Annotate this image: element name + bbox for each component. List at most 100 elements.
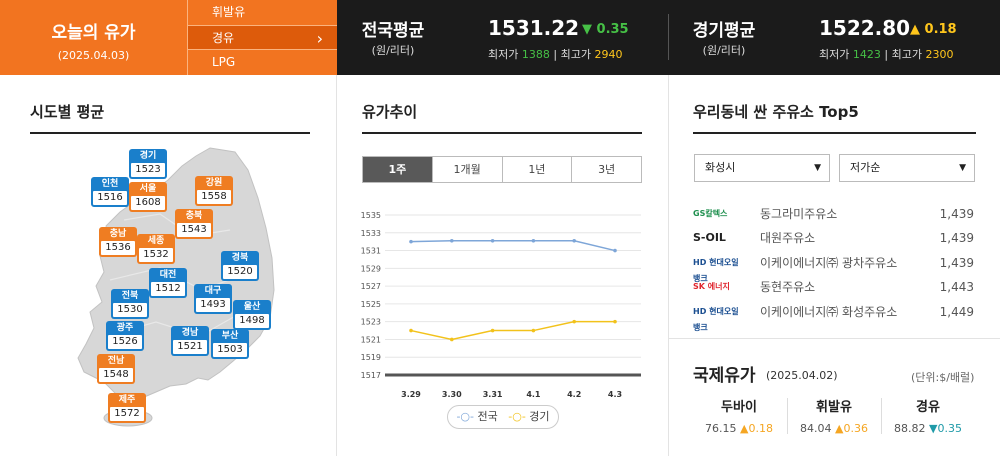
change-value: 0.35	[596, 22, 629, 37]
data-point	[450, 238, 454, 243]
fuel-tab-label: 경유	[212, 31, 235, 45]
tab-3-year[interactable]: 3년	[598, 163, 616, 176]
region-price: 1521	[173, 340, 207, 354]
region-jeju[interactable]: 제주 1572	[108, 393, 146, 423]
region-name: 경북	[231, 253, 249, 263]
down-arrow-icon: ▼	[929, 422, 938, 435]
region-jeonbuk[interactable]: 전북 1530	[111, 289, 149, 319]
region-daejeon[interactable]: 대전 1512	[149, 268, 187, 298]
region-jeonnam[interactable]: 전남 1548	[97, 354, 135, 384]
intl-change: 0.36	[843, 422, 868, 435]
divider	[787, 398, 788, 434]
region-price: 1543	[177, 223, 211, 237]
station-row[interactable]: HD 현대오일뱅크 이케이에너지㈜ 광차주유소 1,439	[693, 251, 976, 283]
station-row[interactable]: SK 에너지 동현주유소 1,443	[693, 275, 976, 299]
tab-1-week[interactable]: 1주	[363, 157, 433, 182]
intl-diesel: 경유 88.82 ▼0.35	[881, 396, 975, 435]
data-point	[409, 328, 413, 333]
y-tick-label: 1519	[361, 353, 381, 362]
intl-value-line: 88.82 ▼0.35	[881, 422, 975, 435]
region-ulsan[interactable]: 울산 1498	[233, 300, 271, 330]
sort-select[interactable]: 저가순 ▼	[839, 154, 975, 182]
hd-oilbank-logo-icon: HD 현대오일뱅크	[693, 307, 739, 332]
fuel-type-menu: 휘발유 경유 › LPG	[187, 0, 337, 75]
region-busan[interactable]: 부산 1503	[211, 329, 249, 359]
region-name: 대전	[159, 270, 177, 280]
region-name: 경기	[139, 151, 157, 161]
today-title: 오늘의 유가	[51, 23, 136, 43]
region-name: 광주	[116, 323, 134, 333]
region-price: 1608	[131, 196, 165, 210]
region-gyeonggi[interactable]: 경기 1523	[129, 149, 167, 179]
international-title: 국제유가	[693, 366, 756, 386]
min-label: 최저가	[488, 48, 519, 61]
gyeonggi-average-price: 1522.80	[819, 16, 911, 40]
period-tabs: 1주 1개월 1년 3년	[362, 156, 642, 183]
data-point	[450, 337, 454, 342]
region-name: 전북	[121, 291, 139, 301]
region-daegu[interactable]: 대구 1493	[194, 284, 232, 314]
intl-value-line: 76.15 ▲0.18	[692, 422, 786, 435]
section-underline	[30, 132, 310, 134]
region-price: 1572	[110, 407, 144, 421]
fuel-tab-diesel[interactable]: 경유 ›	[187, 25, 337, 50]
series-line-0	[410, 240, 616, 252]
sk-energy-logo-icon: SK 에너지	[693, 282, 730, 291]
tab-1-month[interactable]: 1개월	[433, 157, 503, 182]
region-seoul[interactable]: 서울 1608	[129, 182, 167, 212]
region-chungbuk[interactable]: 충북 1543	[175, 209, 213, 239]
region-price: 1520	[223, 265, 257, 279]
tab-1-year[interactable]: 1년	[503, 157, 573, 182]
region-incheon[interactable]: 인천 1516	[91, 177, 129, 207]
gyeonggi-average-label: 경기평균	[692, 21, 756, 41]
fuel-tab-gasoline[interactable]: 휘발유	[187, 0, 337, 25]
region-name: 인천	[101, 179, 119, 189]
x-tick-label: 3.30	[442, 390, 462, 399]
region-gwangju[interactable]: 광주 1526	[106, 321, 144, 351]
y-tick-label: 1533	[361, 229, 381, 238]
gyeonggi-average-change: ▲ 0.18	[910, 22, 957, 37]
data-point	[613, 248, 617, 253]
intl-dubai: 두바이 76.15 ▲0.18	[692, 396, 786, 435]
international-unit: (단위:$/배럴)	[911, 371, 975, 384]
y-tick-label: 1535	[361, 211, 381, 220]
region-price: 1548	[99, 368, 133, 382]
section-underline	[693, 132, 976, 134]
max-label: 최고가	[891, 48, 922, 61]
region-gyeongnam[interactable]: 경남 1521	[171, 326, 209, 356]
gyeonggi-min-max: 최저가 1423 | 최고가 2300	[819, 48, 954, 61]
fuel-tab-lpg[interactable]: LPG	[187, 50, 337, 75]
change-value: 0.18	[924, 22, 957, 37]
station-row[interactable]: GS칼텍스 동그라미주유소 1,439	[693, 202, 976, 226]
data-point	[490, 238, 495, 243]
min-price: 1388	[521, 48, 550, 61]
header-bar: 오늘의 유가 (2025.04.03) 휘발유 경유 › LPG 전국평균 (원/…	[0, 0, 1000, 75]
station-row[interactable]: HD 현대오일뱅크 이케이에너지㈜ 화성주유소 1,449	[693, 300, 976, 332]
national-average-price: 1531.22	[488, 16, 580, 40]
station-row[interactable]: S-OIL 대원주유소 1,439	[693, 226, 976, 250]
national-average: 전국평균 (원/리터) 1531.22 ▼ 0.35 최저가 1388 | 최고…	[338, 0, 668, 75]
region-sejong[interactable]: 세종 1532	[137, 234, 175, 264]
region-price: 1530	[113, 303, 147, 317]
gs-caltex-logo-icon: GS칼텍스	[693, 209, 728, 218]
intl-name: 경유	[916, 400, 940, 415]
region-chungnam[interactable]: 충남 1536	[99, 227, 137, 257]
region-gyeongbuk[interactable]: 경북 1520	[221, 251, 259, 281]
data-point	[572, 319, 576, 324]
divider	[881, 398, 882, 434]
legend-gyeonggi-marker: -○-	[508, 410, 526, 423]
region-gangwon[interactable]: 강원 1558	[195, 176, 233, 206]
y-tick-label: 1531	[361, 247, 381, 256]
x-tick-label: 4.3	[608, 390, 622, 399]
x-tick-label: 4.2	[567, 390, 581, 399]
region-select[interactable]: 화성시 ▼	[694, 154, 830, 182]
chevron-right-icon: ›	[316, 29, 323, 48]
intl-value: 76.15	[705, 422, 737, 435]
sort-select-value: 저가순	[850, 161, 881, 174]
y-tick-label: 1527	[361, 282, 381, 291]
fuel-tab-label: LPG	[212, 55, 236, 69]
data-point	[531, 328, 536, 333]
region-name: 충남	[109, 229, 127, 239]
region-name: 경남	[181, 328, 199, 338]
y-tick-label: 1523	[361, 318, 381, 327]
